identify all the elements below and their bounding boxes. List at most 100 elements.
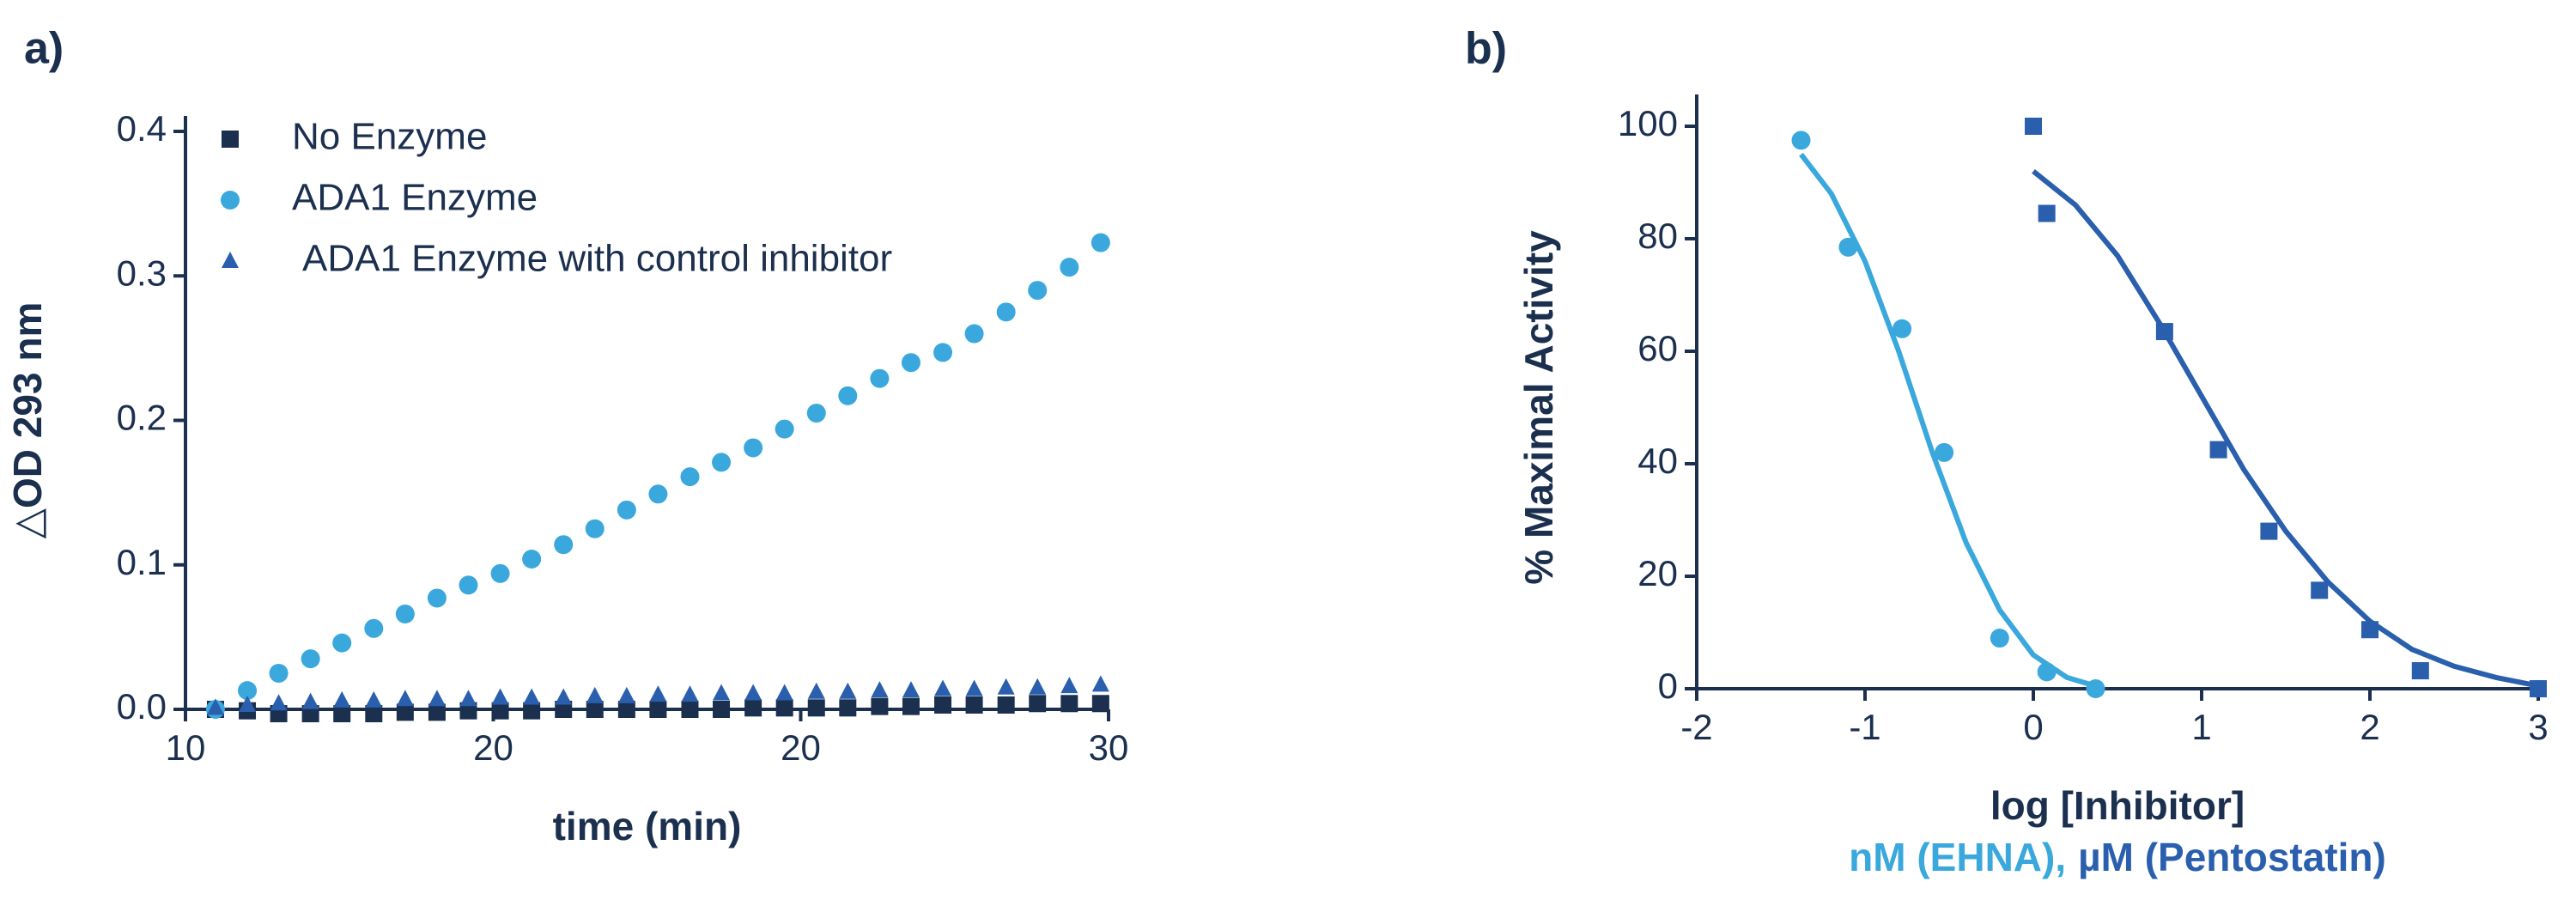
- x-tick-label: 10: [166, 727, 206, 768]
- x-axis-title: time (min): [553, 804, 742, 848]
- x-tick-label: 1: [2191, 707, 2211, 747]
- point: [301, 692, 319, 709]
- y-axis-title: % Maximal Activity: [1516, 230, 1561, 585]
- point: [206, 698, 224, 715]
- point: [649, 685, 667, 702]
- point: [522, 550, 542, 569]
- point: [997, 696, 1015, 714]
- x-axis-title: log [Inhibitor]: [1990, 783, 2245, 828]
- point: [333, 690, 351, 708]
- point: [269, 663, 289, 683]
- point: [1091, 675, 1109, 692]
- point: [2209, 441, 2227, 459]
- point: [1060, 258, 1079, 277]
- point: [775, 699, 793, 717]
- point: [555, 701, 573, 718]
- point: [365, 705, 383, 723]
- fit-curve: [1799, 152, 2097, 689]
- point: [396, 703, 414, 721]
- y-tick-label: 80: [1637, 216, 1678, 256]
- legend-label: No Enzyme: [292, 116, 487, 158]
- point: [1091, 695, 1109, 713]
- x-axis-subtitle: nM (EHNA), µM (Pentostatin): [1849, 835, 2386, 879]
- point: [681, 701, 699, 718]
- point: [459, 690, 477, 707]
- y-tick-label: 0.3: [117, 252, 167, 293]
- point: [490, 563, 510, 583]
- point: [2260, 522, 2278, 540]
- point: [1091, 233, 1110, 252]
- x-tick-label: 20: [473, 727, 513, 768]
- legend-marker: [221, 191, 240, 210]
- point: [964, 324, 984, 344]
- point: [965, 679, 983, 696]
- point: [555, 688, 573, 705]
- point: [775, 684, 793, 701]
- x-tick-label: 3: [2528, 707, 2548, 747]
- point: [806, 404, 826, 423]
- point: [491, 688, 509, 705]
- point: [365, 690, 383, 708]
- point: [713, 701, 731, 718]
- point: [1060, 677, 1078, 694]
- point: [1029, 678, 1047, 695]
- x-axis-subtitle-part: µM (Pentostatin): [2078, 835, 2386, 879]
- point: [523, 688, 541, 705]
- point: [744, 684, 762, 701]
- x-tick-label: 30: [1089, 727, 1129, 768]
- panel-label: a): [24, 24, 64, 74]
- point: [586, 686, 604, 703]
- point: [681, 685, 699, 702]
- point: [1893, 319, 1912, 338]
- point: [1029, 695, 1047, 713]
- point: [617, 500, 636, 520]
- legend-marker: [222, 252, 239, 268]
- point: [617, 701, 635, 718]
- point: [333, 705, 351, 723]
- point: [934, 696, 952, 714]
- point: [933, 343, 953, 362]
- point: [870, 368, 890, 388]
- point: [1028, 281, 1048, 301]
- point: [554, 535, 574, 555]
- legend-label: ADA1 Enzyme: [292, 177, 538, 219]
- point: [428, 690, 446, 707]
- point: [871, 697, 889, 715]
- y-axis-title: △OD 293 nm: [5, 302, 50, 539]
- point: [807, 699, 825, 717]
- point: [839, 699, 857, 717]
- y-tick-label: 20: [1637, 553, 1678, 593]
- y-tick-label: 100: [1618, 103, 1678, 143]
- point: [965, 696, 983, 714]
- x-tick-label: 20: [781, 727, 821, 768]
- point: [523, 702, 541, 720]
- point: [364, 618, 384, 638]
- point: [586, 701, 604, 718]
- point: [839, 682, 857, 699]
- y-tick-label: 0.2: [117, 398, 167, 438]
- point: [1990, 629, 2009, 648]
- legend-marker: [222, 131, 239, 148]
- point: [680, 467, 700, 487]
- point: [459, 575, 478, 595]
- point: [648, 484, 668, 504]
- point: [838, 386, 858, 405]
- point: [459, 702, 477, 720]
- y-tick-label: 0.0: [117, 686, 167, 727]
- point: [901, 353, 920, 373]
- point: [902, 697, 920, 715]
- fit-curve: [2032, 169, 2539, 689]
- legend-label: ADA1 Enzyme with control inhibitor: [302, 238, 892, 280]
- point: [396, 690, 414, 707]
- y-tick-label: 0.1: [117, 542, 167, 582]
- point: [713, 684, 731, 701]
- y-tick-label: 40: [1637, 441, 1678, 481]
- x-tick-label: -2: [1680, 707, 1712, 747]
- point: [744, 699, 762, 717]
- point: [934, 679, 952, 696]
- point: [997, 678, 1015, 695]
- point: [239, 695, 257, 712]
- point: [301, 705, 319, 723]
- point: [1935, 442, 1954, 462]
